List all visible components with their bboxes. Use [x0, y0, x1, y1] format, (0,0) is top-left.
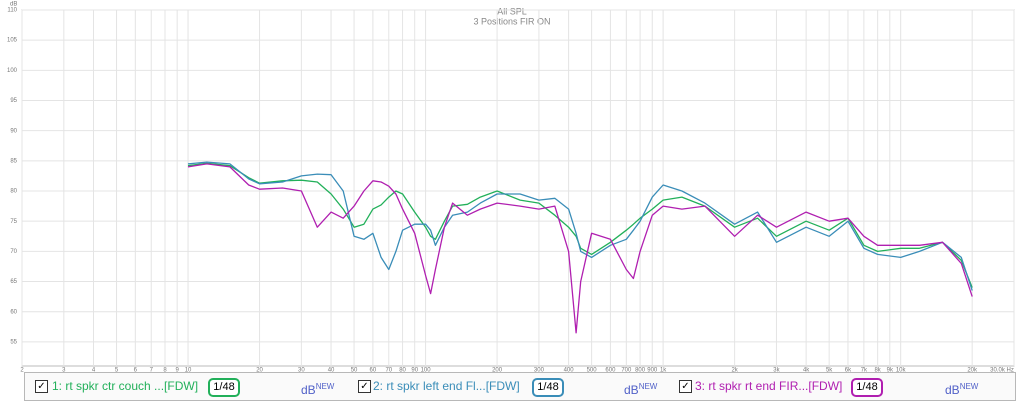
unit-label[interactable]: dBNEW	[301, 373, 334, 404]
unit-label[interactable]: dBNEW	[945, 373, 978, 404]
x-tick-label: 7k	[861, 368, 868, 372]
x-tick-label: 8	[163, 368, 167, 372]
chart: All SPL 3 Positions FIR ON dB 5560657075…	[7, 2, 1015, 372]
x-tick-label: 3	[62, 368, 66, 372]
chart-subtitle: 3 Positions FIR ON	[473, 16, 550, 26]
x-tick-label: 8k	[874, 368, 881, 372]
legend-label[interactable]: 2: rt spkr left end Fl...[FDW]	[373, 379, 520, 393]
x-tick-label: 2	[20, 368, 24, 372]
x-tick-label: 80	[399, 368, 406, 372]
checkbox[interactable]: ✓	[35, 380, 48, 393]
y-tick-label: 75	[10, 219, 17, 225]
y-tick-label: 70	[10, 249, 17, 255]
x-tick-label: 3k	[773, 368, 780, 372]
x-tick-label: 4k	[803, 368, 810, 372]
x-tick-label: 5	[115, 368, 119, 372]
x-tick-label: 70	[385, 368, 392, 372]
x-tick-label: 90	[411, 368, 418, 372]
unit-text: dB	[624, 383, 639, 397]
legend-item: ✓ 3: rt spkr rt end FIR...[FDW] 1/48 dBNEW	[25, 373, 1015, 400]
x-tick-label: 300	[534, 368, 545, 372]
y-tick-label: 100	[7, 68, 18, 74]
x-tick-label: 700	[621, 368, 632, 372]
y-tick-label: 60	[10, 309, 17, 315]
unit-badge: NEW	[959, 382, 979, 391]
legend: ✓ 1: rt spkr ctr couch ...[FDW] 1/48 dBNEW ✓…	[24, 372, 1016, 401]
y-axis-label: dB	[10, 2, 17, 8]
x-tick-label: 30	[298, 368, 305, 372]
x-tick-label: 10k	[896, 368, 907, 372]
x-tick-label: 1k	[660, 368, 667, 372]
y-tick-label: 80	[10, 189, 17, 195]
y-tick-label: 85	[10, 158, 17, 164]
smoothing-badge[interactable]: 1/48	[208, 378, 240, 397]
unit-text: dB	[301, 383, 316, 397]
x-tick-label: 600	[605, 368, 616, 372]
y-tick-label: 105	[7, 38, 18, 44]
y-tick-label: 90	[10, 128, 17, 134]
x-tick-label: 7	[150, 368, 154, 372]
series-line	[187, 161, 973, 291]
y-tick-label: 55	[10, 339, 17, 345]
y-tick-label: 95	[10, 98, 17, 104]
unit-badge: NEW	[638, 382, 658, 391]
y-tick-label: 65	[10, 279, 17, 285]
x-tick-label: 9k	[887, 368, 894, 372]
legend-item: ✓ 2: rt spkr left end Fl...[FDW] 1/48 dBNEW	[25, 373, 1015, 400]
x-tick-label: 4	[92, 368, 96, 372]
checkbox[interactable]: ✓	[679, 380, 692, 393]
x-tick-label: 6	[134, 368, 138, 372]
x-tick-label: 2k	[731, 368, 738, 372]
unit-text: dB	[945, 383, 960, 397]
smoothing-badge[interactable]: 1/48	[851, 378, 883, 397]
x-tick-label: 50	[351, 368, 358, 372]
x-tick-label: 9	[175, 368, 179, 372]
x-tick-label: 40	[328, 368, 335, 372]
x-tick-label: 100	[421, 368, 432, 372]
chart-title: All SPL	[497, 6, 527, 16]
legend-label[interactable]: 3: rt spkr rt end FIR...[FDW]	[695, 379, 843, 393]
grid	[21, 9, 1015, 366]
smoothing-badge[interactable]: 1/48	[532, 378, 564, 397]
x-tick-label: 60	[370, 368, 377, 372]
unit-badge: NEW	[315, 382, 335, 391]
series-line	[187, 162, 973, 288]
y-tick-label: 110	[7, 8, 17, 14]
legend-item: ✓ 1: rt spkr ctr couch ...[FDW] 1/48 dBNEW	[25, 373, 1015, 400]
unit-label[interactable]: dBNEW	[624, 373, 657, 404]
x-tick-label: 20k	[967, 368, 978, 372]
x-tick-label: 10	[185, 368, 192, 372]
x-tick-label: 800	[635, 368, 646, 372]
series-line	[187, 163, 973, 334]
legend-label[interactable]: 1: rt spkr ctr couch ...[FDW]	[52, 379, 199, 393]
x-tick-label: 30.0k Hz	[990, 368, 1014, 372]
x-tick-label: 5k	[826, 368, 833, 372]
x-tick-label: 20	[256, 368, 263, 372]
x-tick-label: 400	[564, 368, 575, 372]
plot-area	[21, 9, 1015, 367]
checkbox[interactable]: ✓	[358, 380, 371, 393]
x-tick-label: 6k	[845, 368, 852, 372]
x-tick-label: 200	[492, 368, 503, 372]
x-tick-label: 900	[647, 368, 658, 372]
x-tick-label: 500	[587, 368, 598, 372]
